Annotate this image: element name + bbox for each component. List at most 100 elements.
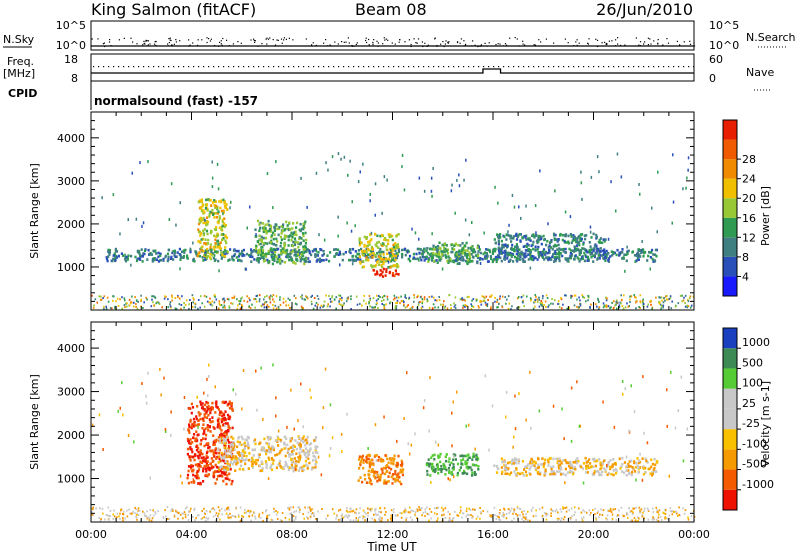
heatmap-cell <box>558 517 560 520</box>
heatmap-cell <box>647 254 650 258</box>
heatmap-cell <box>302 245 305 249</box>
heatmap-cell <box>347 173 349 177</box>
heatmap-cell <box>284 435 287 439</box>
heatmap-cell <box>647 303 650 306</box>
nave-point <box>648 66 650 68</box>
nsky-point <box>283 37 285 39</box>
heatmap-cell <box>616 307 618 310</box>
heatmap-cell <box>375 454 378 457</box>
heatmap-cell <box>519 258 522 261</box>
heatmap-cell <box>370 482 373 486</box>
heatmap-cell <box>504 472 507 476</box>
heatmap-cell <box>244 462 247 466</box>
heatmap-cell <box>425 257 428 260</box>
heatmap-cell <box>582 243 585 246</box>
heatmap-cell <box>190 465 193 469</box>
heatmap-cell <box>377 263 380 266</box>
heatmap-cell <box>305 257 308 261</box>
heatmap-cell <box>439 247 442 250</box>
nsky-point <box>257 45 259 47</box>
heatmap-cell <box>250 460 253 463</box>
heatmap-cell <box>190 448 193 451</box>
nave-point <box>578 66 580 68</box>
nave-tick-high: 60 <box>709 53 723 66</box>
heatmap-cell <box>199 449 202 452</box>
heatmap-cell <box>574 511 576 514</box>
heatmap-cell <box>275 307 278 310</box>
heatmap-cell <box>639 248 642 252</box>
heatmap-cell <box>511 305 513 308</box>
heatmap-cell <box>657 516 660 519</box>
heatmap-cell <box>206 221 209 224</box>
heatmap-cell <box>202 469 205 473</box>
heatmap-cell <box>439 452 442 456</box>
nsky-point <box>427 44 429 46</box>
heatmap-cell <box>217 506 220 509</box>
nsky-point <box>540 41 542 43</box>
heatmap-cell <box>376 479 379 483</box>
heatmap-cell <box>657 170 659 174</box>
heatmap-cell <box>651 307 653 310</box>
nsky-point <box>220 43 222 45</box>
heatmap-cell <box>258 257 261 260</box>
heatmap-cell <box>487 299 489 301</box>
heatmap-cell <box>331 295 334 298</box>
heatmap-cell <box>107 248 110 252</box>
heatmap-cell <box>375 270 379 273</box>
heatmap-cell <box>181 295 183 298</box>
heatmap-cell <box>395 252 398 255</box>
heatmap-cell <box>262 448 265 452</box>
heatmap-cell <box>392 473 395 476</box>
nsky-point <box>237 41 239 43</box>
heatmap-cell <box>431 467 434 471</box>
heatmap-cell <box>551 255 554 259</box>
heatmap-cell <box>203 254 206 257</box>
heatmap-cell <box>218 439 221 443</box>
heatmap-cell <box>547 246 550 249</box>
heatmap-cell <box>590 236 593 239</box>
heatmap-cell <box>213 204 216 207</box>
heatmap-cell <box>497 242 500 246</box>
heatmap-cell <box>289 307 291 309</box>
heatmap-cell <box>178 303 181 306</box>
heatmap-cell <box>570 296 572 299</box>
heatmap-cell <box>377 255 380 259</box>
heatmap-cell <box>503 257 506 261</box>
heatmap-cell <box>298 256 301 259</box>
heatmap-cell <box>280 238 283 241</box>
heatmap-cell <box>393 294 396 297</box>
heatmap-cell <box>662 304 665 307</box>
heatmap-cell <box>244 267 247 271</box>
heatmap-cell <box>244 451 247 454</box>
heatmap-cell <box>401 300 403 303</box>
heatmap-cell <box>547 458 550 462</box>
heatmap-cell <box>260 448 263 452</box>
heatmap-cell <box>224 410 227 413</box>
heatmap-cell <box>195 476 198 480</box>
heatmap-cell <box>248 515 251 518</box>
heatmap-cell <box>186 473 190 477</box>
heatmap-cell <box>209 243 212 246</box>
nave-point <box>138 66 140 68</box>
heatmap-cell <box>256 240 259 243</box>
nsky-point <box>522 43 524 45</box>
heatmap-cell <box>669 295 672 298</box>
heatmap-cell <box>367 259 370 262</box>
heatmap-cell <box>195 445 198 448</box>
heatmap-cell <box>278 452 281 455</box>
heatmap-cell <box>474 254 478 257</box>
heatmap-cell <box>223 439 226 442</box>
heatmap-cell <box>612 307 615 310</box>
heatmap-cell <box>286 248 289 252</box>
heatmap-cell <box>363 251 366 255</box>
heatmap-cell <box>287 449 290 453</box>
nsky-point <box>624 44 626 46</box>
heatmap-cell <box>129 512 131 515</box>
heatmap-cell <box>523 305 525 308</box>
nsky-point <box>615 39 617 41</box>
heatmap-cell <box>214 448 217 452</box>
heatmap-cell <box>199 460 202 464</box>
heatmap-cell <box>526 242 529 246</box>
heatmap-cell <box>199 240 202 244</box>
y-tick-label: 2000 <box>57 218 85 231</box>
